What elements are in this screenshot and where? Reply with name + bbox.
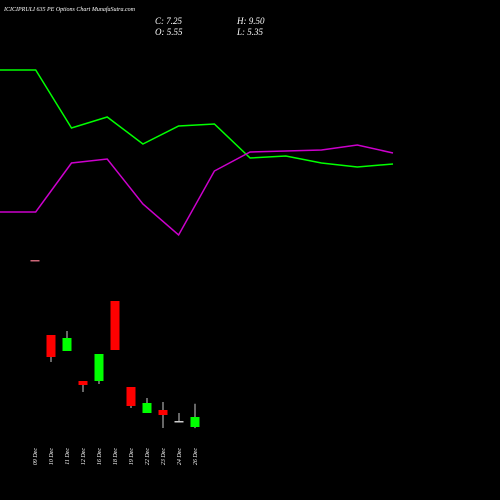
line-series <box>0 69 394 168</box>
x-tick-label: 16 Dec <box>97 448 103 465</box>
candle-body <box>78 381 88 385</box>
x-tick-label: 24 Dec <box>176 448 183 465</box>
candle-body <box>190 417 200 427</box>
x-tick-label: 12 Dec <box>81 448 87 465</box>
candle-body <box>46 335 56 357</box>
x-tick-label: 10 Dec <box>49 448 55 465</box>
x-tick-label: 23 Dec <box>161 448 167 465</box>
candle-body <box>94 354 104 381</box>
chart-title: ICICIPRULI 635 PE Options Chart MunafaSu… <box>3 6 136 13</box>
candle-body <box>126 387 136 406</box>
x-tick-label: 26 Dec <box>193 448 199 465</box>
x-tick-label: 18 Dec <box>113 448 119 465</box>
ohlc-label: H: 9.50 <box>236 16 265 26</box>
line-series <box>0 144 394 237</box>
candle-body <box>158 410 168 415</box>
candle-body <box>142 403 152 413</box>
ohlc-label: O: 5.55 <box>155 27 183 37</box>
ohlc-label: C: 7.25 <box>155 16 183 26</box>
candle-body <box>110 301 120 350</box>
candle-body <box>174 421 184 423</box>
candle-body <box>30 260 40 262</box>
candle-body <box>62 338 72 351</box>
x-tick-label: 19 Dec <box>129 448 135 465</box>
x-tick-label: 22 Dec <box>145 448 151 465</box>
x-tick-label: 09 Dec <box>33 448 39 465</box>
x-tick-label: 11 Dec <box>65 448 71 465</box>
ohlc-label: L: 5.35 <box>236 27 264 37</box>
